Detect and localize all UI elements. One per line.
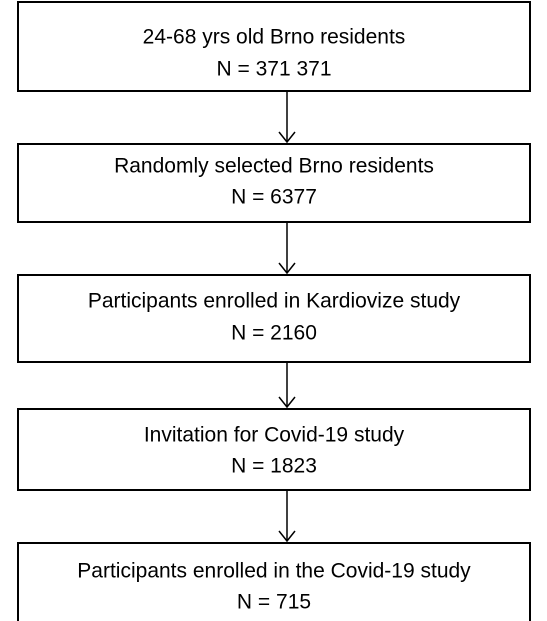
node-label: Invitation for Covid-19 study	[144, 424, 405, 447]
node-label: Randomly selected Brno residents	[114, 155, 434, 178]
arrow	[278, 362, 296, 409]
node-count: N = 1823	[231, 455, 317, 478]
node-box	[17, 143, 531, 223]
arrow	[278, 222, 296, 275]
arrow	[278, 490, 296, 543]
node-label: Participants enrolled in the Covid-19 st…	[77, 560, 471, 583]
node-count: N = 6377	[231, 186, 317, 209]
node-box	[17, 542, 531, 621]
arrow	[278, 91, 296, 144]
node-count: N = 715	[237, 591, 311, 614]
node-count: N = 2160	[231, 322, 317, 345]
node-label: Participants enrolled in Kardiovize stud…	[88, 290, 461, 313]
node-box	[17, 408, 531, 491]
node-box	[17, 274, 531, 363]
node-label: 24-68 yrs old Brno residents	[143, 26, 406, 49]
node-count: N = 371 371	[216, 58, 331, 81]
node-box	[17, 1, 531, 92]
